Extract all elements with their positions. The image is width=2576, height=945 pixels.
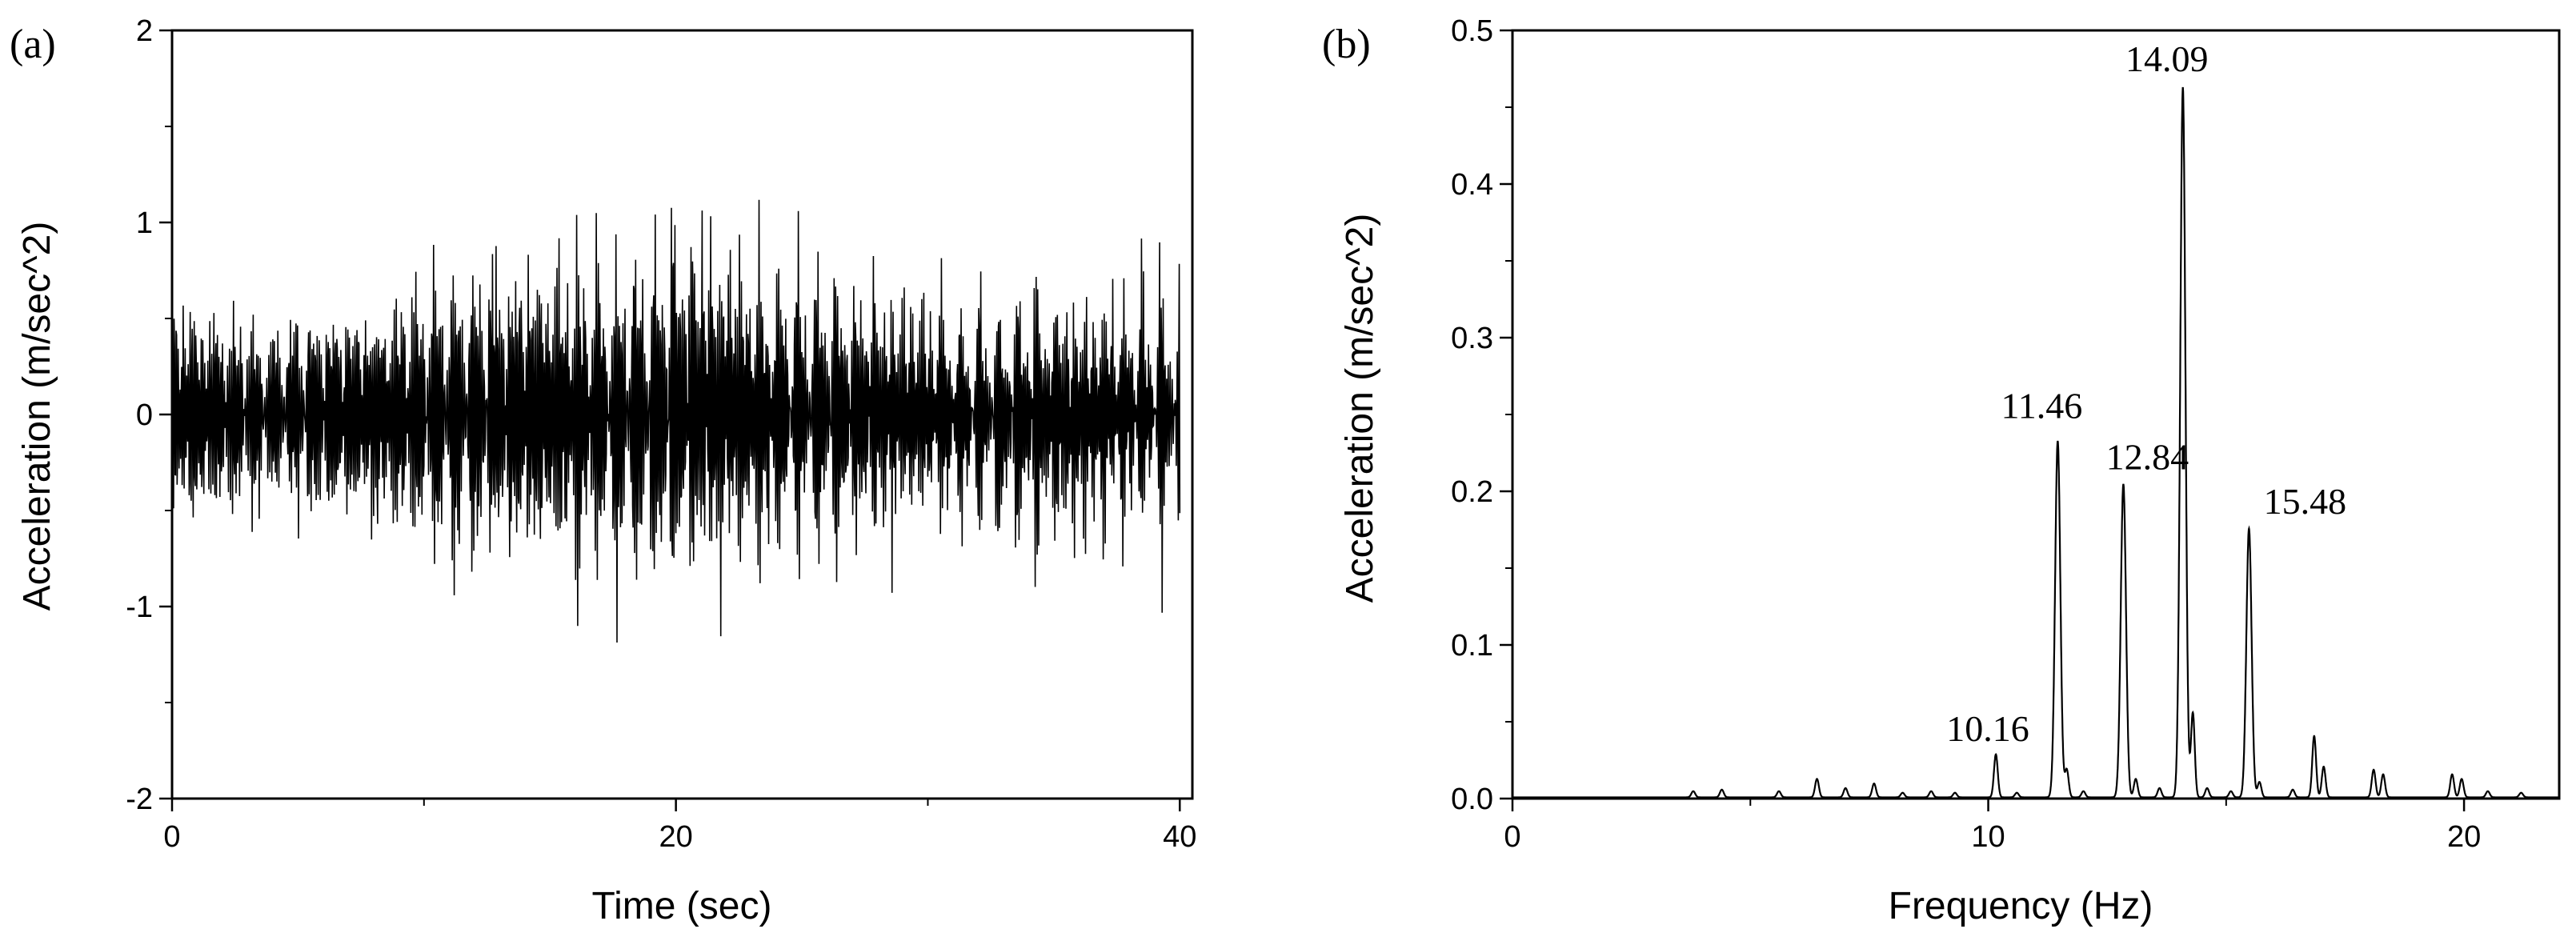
panel-b-peak-label: 11.46 (2001, 386, 2082, 426)
panel-a-plot-frame (170, 29, 1194, 800)
panel-a-y-axis-label: Acceleration (m/sec^2) (16, 222, 58, 611)
panel-b-plot-frame (1511, 29, 2561, 800)
panel-a-time-series (171, 199, 1181, 643)
panel-a-y-tick-label: 0 (136, 398, 153, 432)
panel-a-y-tick-label: -1 (126, 591, 153, 624)
panel-b-spectrum (1512, 86, 2559, 799)
panel-a-series-line (171, 199, 1181, 643)
panel-b-x-tick-label: 20 (2447, 820, 2481, 854)
panel-b-peak-labels: 10.16 11.46 12.84 14.09 15.48 (1946, 38, 2346, 749)
panel-b-series-line (1512, 86, 2559, 799)
panel-a-x-tick-label: 0 (163, 820, 180, 854)
panel-a-x-tick-label: 20 (659, 820, 692, 854)
panel-b-peak-label: 10.16 (1946, 708, 2029, 749)
panel-b-y-tick-label: 0.2 (1451, 475, 1493, 509)
panel-a-ticks: 0 20 40 -2 -1 0 1 2 (126, 14, 1196, 854)
panel-a-x-tick-label: 40 (1163, 820, 1196, 854)
panel-b-peak-label: 12.84 (2106, 436, 2189, 477)
panel-b-y-tick-label: 0.0 (1451, 783, 1493, 816)
panel-a: (a) 0 20 40 -2 -1 0 1 2 Time (sec) Acceleration… (10, 14, 1196, 927)
panel-b: (b) 0 10 20 0.0 0.1 0.2 0.3 0.4 0.5 10.16 11.46 12… (1322, 14, 2561, 927)
panel-b-x-tick-label: 0 (1504, 820, 1520, 854)
panel-b-y-tick-label: 0.5 (1451, 14, 1493, 48)
panel-b-y-tick-label: 0.3 (1451, 322, 1493, 355)
panel-b-y-axis-label: Acceleration (m/sec^2) (1339, 214, 1381, 603)
panel-a-y-tick-label: -2 (126, 783, 153, 816)
panel-b-y-tick-label: 0.4 (1451, 168, 1493, 202)
panel-b-y-tick-label: 0.1 (1451, 629, 1493, 663)
panel-b-ticks: 0 10 20 0.0 0.1 0.2 0.3 0.4 0.5 (1451, 14, 2481, 854)
panel-b-peak-label: 14.09 (2125, 38, 2209, 79)
panel-b-label: (b) (1322, 22, 1371, 67)
panel-b-peak-label: 15.48 (2264, 481, 2347, 522)
panel-a-label: (a) (10, 22, 56, 67)
panel-b-x-tick-label: 10 (1971, 820, 2005, 854)
panel-a-y-tick-label: 1 (136, 206, 153, 240)
panel-a-x-axis-label: Time (sec) (592, 885, 772, 927)
panel-a-y-tick-label: 2 (136, 14, 153, 48)
panel-b-x-axis-label: Frequency (Hz) (1889, 885, 2153, 927)
